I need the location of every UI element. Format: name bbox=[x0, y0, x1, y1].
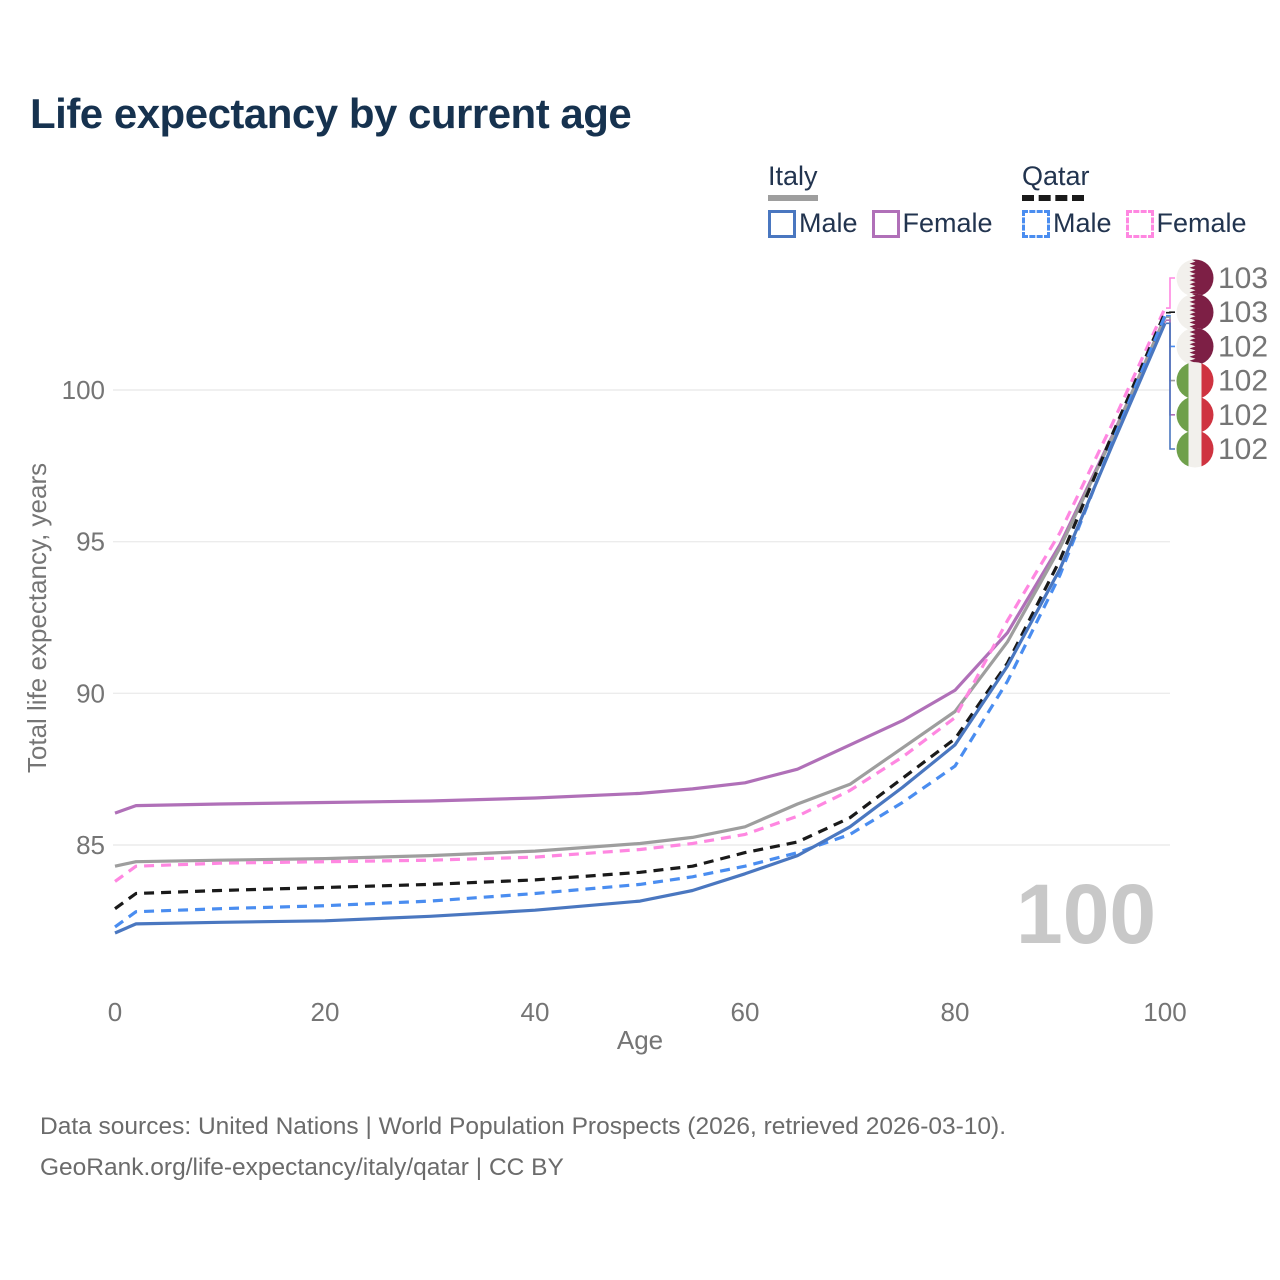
legend-linestyle-italy bbox=[768, 195, 818, 201]
legend-item-label: Male bbox=[1053, 208, 1112, 238]
italy-flag-icon bbox=[1176, 362, 1214, 400]
page-title: Life expectancy by current age bbox=[30, 90, 632, 137]
legend-item-qatar-male[interactable]: Male bbox=[1022, 208, 1112, 239]
end-label-value-italy-female: 102 bbox=[1218, 399, 1268, 432]
x-tick-label-100: 100 bbox=[1143, 997, 1186, 1027]
end-label-connector-qatar-female bbox=[1166, 277, 1175, 309]
italy-female-swatch-icon bbox=[871, 209, 900, 238]
end-label-connector-italy-male bbox=[1166, 322, 1175, 450]
footer-sources: Data sources: United Nations | World Pop… bbox=[40, 1113, 1007, 1140]
qatar-female-swatch-icon bbox=[1125, 209, 1154, 238]
italy-flag-icon bbox=[1176, 396, 1214, 434]
series-line-italy-male bbox=[114, 322, 1167, 935]
end-label-value-qatar-female: 103 bbox=[1218, 262, 1268, 295]
legend-group-italy: Italy Male Female bbox=[768, 161, 993, 239]
y-tick-label-90: 90 bbox=[76, 678, 105, 708]
x-tick-label-0: 0 bbox=[108, 997, 122, 1027]
footer-attribution: GeoRank.org/life-expectancy/italy/qatar … bbox=[40, 1154, 564, 1181]
x-tick-label-40: 40 bbox=[521, 997, 550, 1027]
legend-item-italy-male[interactable]: Male bbox=[768, 208, 858, 239]
x-axis-title: Age bbox=[617, 1025, 663, 1055]
end-label-value-qatar: 103 bbox=[1218, 296, 1268, 329]
footer: Data sources: United Nations | World Pop… bbox=[40, 1106, 1006, 1188]
italy-male-swatch-icon bbox=[768, 209, 796, 238]
legend-group-qatar: Qatar Male Female bbox=[1022, 161, 1247, 239]
series-line-qatar bbox=[114, 312, 1167, 910]
x-tick-label-60: 60 bbox=[731, 997, 760, 1027]
series-line-qatar-male bbox=[114, 315, 1167, 929]
legend-country-qatar[interactable]: Qatar bbox=[1022, 161, 1090, 191]
qatar-flag-icon bbox=[1176, 259, 1214, 297]
y-tick-label-85: 85 bbox=[76, 830, 105, 860]
series-line-qatar-female bbox=[114, 307, 1167, 883]
series-line-italy-female bbox=[114, 319, 1167, 815]
y-tick-label-100: 100 bbox=[62, 375, 105, 405]
age-counter: 100 bbox=[1016, 867, 1157, 961]
x-tick-label-80: 80 bbox=[941, 997, 970, 1027]
legend-item-italy-female[interactable]: Female bbox=[871, 208, 993, 239]
y-axis-title: Total life expectancy, years bbox=[22, 463, 52, 773]
end-label-connector-qatar bbox=[1166, 311, 1175, 314]
legend-item-label: Male bbox=[799, 208, 858, 238]
y-tick-label-95: 95 bbox=[76, 527, 105, 557]
x-tick-label-20: 20 bbox=[311, 997, 340, 1027]
legend-country-italy[interactable]: Italy bbox=[768, 161, 818, 191]
qatar-male-swatch-icon bbox=[1022, 209, 1050, 238]
legend-item-qatar-female[interactable]: Female bbox=[1125, 208, 1247, 239]
series-line-italy bbox=[114, 316, 1167, 868]
legend-item-label: Female bbox=[902, 208, 993, 238]
legend-linestyle-qatar bbox=[1022, 195, 1084, 201]
legend-item-label: Female bbox=[1156, 208, 1247, 238]
end-label-value-qatar-male: 102 bbox=[1218, 330, 1268, 363]
end-label-value-italy-male: 102 bbox=[1218, 433, 1268, 466]
end-label-value-italy: 102 bbox=[1218, 365, 1268, 398]
italy-flag-icon bbox=[1176, 430, 1214, 468]
qatar-flag-icon bbox=[1176, 327, 1214, 365]
qatar-flag-icon bbox=[1176, 293, 1214, 331]
